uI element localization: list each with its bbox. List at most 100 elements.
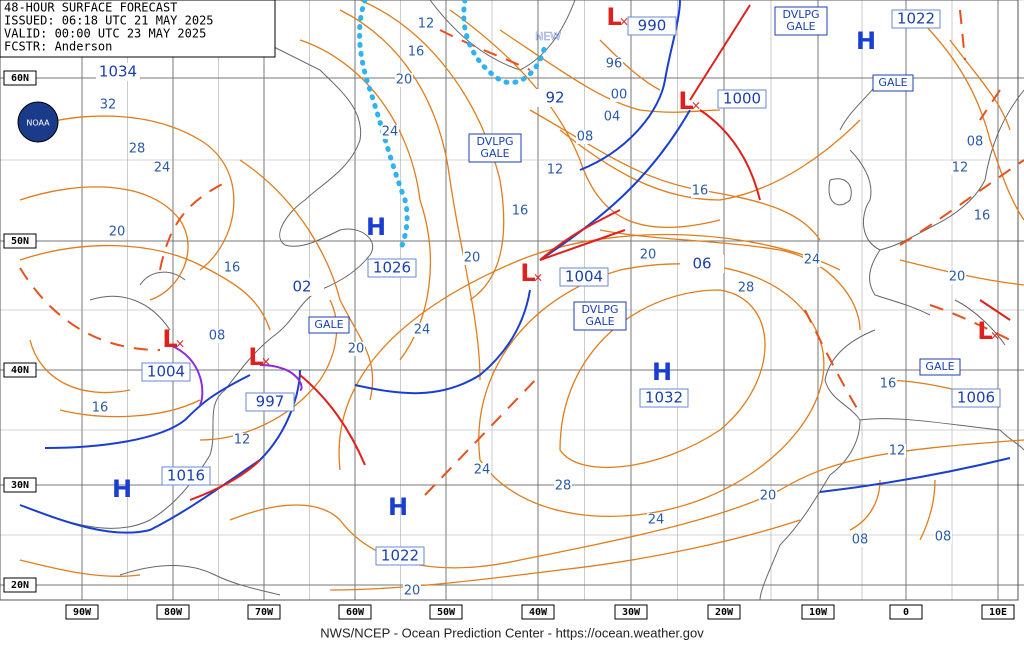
lon-label: 80W: [164, 607, 183, 618]
pressure-label: 06: [692, 255, 711, 273]
isobar-label: 20: [348, 342, 365, 357]
isobar-label: 96: [606, 57, 623, 72]
logo: [17, 101, 59, 143]
isobar-label: 16: [408, 45, 425, 60]
isobar-label-bg: [851, 533, 869, 547]
isobar-label: 20: [109, 225, 126, 240]
pressure-label: 02: [292, 278, 311, 296]
lon-box: [614, 604, 648, 620]
isobar-label-bg: [108, 225, 126, 239]
high-symbol: H: [652, 358, 672, 386]
map-frame: [0, 0, 1019, 601]
isobar-label: 00: [611, 88, 628, 103]
isobar-label-bg: [347, 342, 365, 356]
pressure-box: [951, 388, 1001, 408]
lon-box: [156, 604, 190, 620]
pressure-box: [717, 89, 767, 109]
labels: 60N 50N 40N 30N 20N 90W 80W 70W 60W 50W 40W 30W 20W 1…: [3, 3, 1015, 620]
isobar-label: 24: [154, 161, 171, 176]
isobar-label-bg: [463, 251, 481, 265]
header-box: [0, 0, 276, 58]
warning-box: [573, 301, 627, 331]
isobar-label: 20: [404, 584, 421, 599]
pressure-box: [245, 392, 295, 412]
isobar-label-bg: [99, 98, 117, 112]
pressure-label: 1034: [99, 63, 137, 81]
lat-box: [3, 477, 37, 493]
isobar-label-bg: [223, 261, 241, 275]
isobar-label: 24: [382, 125, 399, 140]
lon-box: [707, 604, 741, 620]
isobar-label: 24: [648, 513, 665, 528]
low-symbol: L: [248, 343, 263, 371]
isobar-label-bg: [879, 377, 897, 391]
pressure-box: [367, 258, 417, 278]
header-line: VALID: 00:00 UTC 23 MAY 2025: [4, 27, 206, 41]
isobar-label: 12: [952, 161, 969, 176]
low-x: ×: [533, 271, 543, 285]
low-pressure: 990: [638, 17, 667, 35]
isobar-label-bg: [951, 161, 969, 175]
low-symbol: L: [977, 317, 992, 345]
isobar-label: 24: [414, 323, 431, 338]
lon-box: [338, 604, 372, 620]
isobar-label-bg: [576, 130, 594, 144]
high-symbol: H: [366, 213, 386, 241]
isobar-label-bg: [473, 463, 491, 477]
lon-label: 30W: [622, 607, 641, 618]
isobar-label-bg: [233, 433, 251, 447]
isobar-label: 20: [640, 248, 657, 263]
high-symbol: H: [388, 493, 408, 521]
high-pressure: 1022: [381, 547, 419, 565]
low-pressure: 1000: [723, 90, 761, 108]
warning-label: GALE: [878, 76, 907, 89]
isobar-label: 12: [889, 444, 906, 459]
warning-box: [872, 74, 914, 92]
low-pressure: 1004: [565, 268, 603, 286]
lon-box: [247, 604, 281, 620]
lon-box: [981, 604, 1015, 620]
isobar-label: 28: [129, 142, 146, 157]
lon-box: [429, 604, 463, 620]
isobar-label-bg: [407, 45, 425, 59]
lon-box: [801, 604, 835, 620]
lat-box: [3, 362, 37, 378]
lon-label: 10W: [809, 607, 828, 618]
isobar-label-bg: [737, 281, 755, 295]
isobar-label-bg: [413, 323, 431, 337]
lon-box: [889, 604, 923, 620]
header-line: 48-HOUR SURFACE FORECAST: [4, 1, 177, 15]
isobar-label-bg: [759, 489, 777, 503]
isobar-label: 12: [234, 433, 251, 448]
low-pressure: 1004: [147, 363, 185, 381]
lat-label: 30N: [11, 480, 29, 491]
isobar-label-bg: [888, 444, 906, 458]
high-pressure: 1022: [897, 10, 935, 28]
lat-label: 20N: [11, 580, 29, 591]
isobar-label-bg: [417, 17, 435, 31]
isobar-label: 12: [418, 17, 435, 32]
high-pressure: 1032: [645, 389, 683, 407]
isobar-label: 12: [547, 163, 564, 178]
pressure-box: [627, 16, 677, 36]
isobar-label-bg: [208, 329, 226, 343]
warning-box: [774, 6, 828, 36]
isobar-label: 04: [604, 110, 621, 125]
isobar-label-bg: [153, 161, 171, 175]
isobar-label-bg: [973, 209, 991, 223]
isobar-label-bg: [691, 184, 709, 198]
low-x: ×: [175, 337, 185, 351]
warning-label: GALE: [925, 360, 954, 373]
isobar-label-bg: [546, 163, 564, 177]
isobar-label: 28: [555, 479, 572, 494]
pressure-box: [533, 89, 577, 107]
isobar-label-bg: [403, 584, 421, 598]
pressure-box: [639, 388, 689, 408]
low-symbol: L: [162, 325, 177, 353]
low-x: ×: [691, 99, 701, 113]
low-symbol: L: [520, 259, 535, 287]
pressure-box: [96, 63, 140, 81]
isobar-label: 28: [738, 281, 755, 296]
isobar-label-bg: [610, 88, 628, 102]
